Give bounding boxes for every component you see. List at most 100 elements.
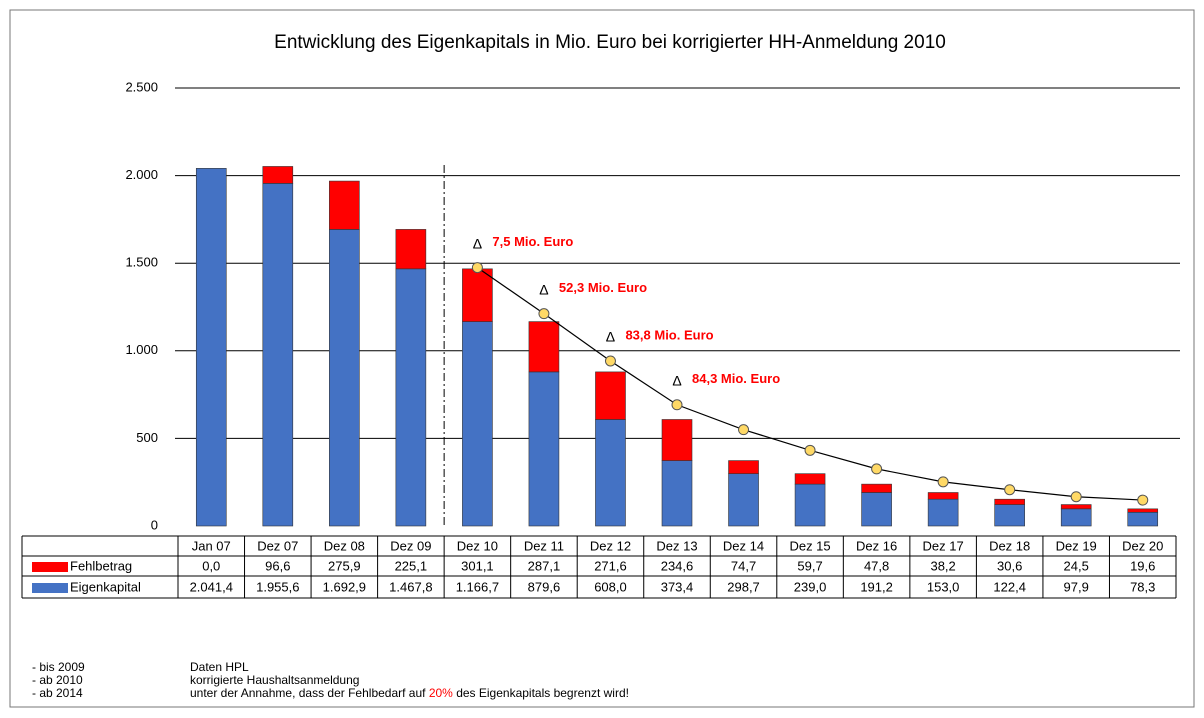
data-label: 74,7 <box>731 558 756 573</box>
footnote-part: korrigierte Haushaltsanmeldung <box>190 673 359 687</box>
bar-segment <box>1127 511 1159 527</box>
chart-title: Entwicklung des Eigenkapitals in Mio. Eu… <box>274 32 946 53</box>
bar-segment <box>994 504 1025 527</box>
bar-segment <box>861 483 892 493</box>
data-label: 0,0 <box>202 558 220 573</box>
data-label: 298,7 <box>727 579 760 594</box>
legend-swatch <box>32 583 68 593</box>
line-point <box>1137 494 1149 506</box>
line-point <box>1070 491 1082 503</box>
bar-segment <box>329 180 360 230</box>
data-label: 225,1 <box>395 558 428 573</box>
x-tick-label: Dez 12 <box>590 538 631 553</box>
data-label: 608,0 <box>594 579 627 594</box>
bar-segment <box>1127 508 1159 513</box>
footnote-text: korrigierte Haushaltsanmeldung <box>190 673 359 687</box>
line-point <box>804 444 816 456</box>
data-label: 234,6 <box>661 558 694 573</box>
legend-swatch <box>32 562 68 572</box>
x-tick-label: Dez 13 <box>656 538 697 553</box>
annotation-symbol: Δ <box>473 235 482 251</box>
x-tick-label: Dez 20 <box>1122 538 1163 553</box>
x-tick-label: Dez 16 <box>856 538 897 553</box>
footnote-label: - bis 2009 <box>32 660 85 674</box>
x-tick-label: Dez 08 <box>324 538 365 553</box>
annotation-text: 84,3 Mio. Euro <box>692 371 780 386</box>
bar-segment <box>927 492 959 500</box>
data-label: 1.692,9 <box>323 579 366 594</box>
legend-label: Fehlbetrag <box>70 558 132 573</box>
x-tick-label: Dez 15 <box>789 538 830 553</box>
footnote-part: des Eigenkapitals begrenzt wird! <box>453 686 629 700</box>
y-tick-label: 2.500 <box>125 79 158 94</box>
frame <box>9 9 1195 708</box>
data-label: 1.955,6 <box>256 579 299 594</box>
footnote-label: - ab 2010 <box>32 673 83 687</box>
footnote-part: Daten HPL <box>190 660 249 674</box>
data-label: 30,6 <box>997 558 1022 573</box>
data-label: 59,7 <box>797 558 822 573</box>
data-label: 78,3 <box>1130 579 1155 594</box>
bar-segment <box>1060 508 1092 527</box>
data-label: 239,0 <box>794 579 827 594</box>
line-point <box>671 399 683 411</box>
annotation-text: 83,8 Mio. Euro <box>625 327 713 342</box>
y-tick-label: 2.000 <box>125 167 158 182</box>
data-label: 271,6 <box>594 558 627 573</box>
footnote-part: unter der Annahme, dass der Fehlbedarf a… <box>190 686 429 700</box>
line-point <box>871 463 883 475</box>
data-label: 879,6 <box>528 579 561 594</box>
line-point <box>738 424 750 436</box>
bar-segment <box>728 460 759 474</box>
annotation-symbol: Δ <box>606 329 615 345</box>
annotation-text: 52,3 Mio. Euro <box>559 280 647 295</box>
bar-segment <box>329 229 360 527</box>
x-tick-label: Jan 07 <box>192 538 231 553</box>
bar-segment <box>728 473 759 527</box>
bar-segment <box>462 321 493 527</box>
data-label: 191,2 <box>860 579 893 594</box>
line-point <box>604 355 616 367</box>
annotation-text: 7,5 Mio. Euro <box>492 234 573 249</box>
bar-segment <box>927 498 959 527</box>
x-tick-label: Dez 10 <box>457 538 498 553</box>
line-point <box>937 476 949 488</box>
y-tick-label: 1.000 <box>125 342 158 357</box>
bar-segment <box>661 419 693 461</box>
bar-segment <box>262 166 294 184</box>
bar-segment <box>195 168 227 527</box>
bar-segment <box>262 183 294 527</box>
y-tick-label: 500 <box>136 430 158 445</box>
x-tick-label: Dez 17 <box>923 538 964 553</box>
data-label: 1.467,8 <box>389 579 432 594</box>
x-tick-label: Dez 11 <box>524 538 564 553</box>
bar-segment <box>462 268 493 322</box>
footnote-text: Daten HPL <box>190 660 249 674</box>
line-point <box>538 308 550 320</box>
data-label: 2.041,4 <box>190 579 233 594</box>
bar-segment <box>595 371 626 420</box>
data-label: 1.166,7 <box>456 579 499 594</box>
data-label: 24,5 <box>1064 558 1089 573</box>
x-tick-label: Dez 07 <box>257 538 298 553</box>
y-tick-label: 1.500 <box>125 255 158 270</box>
footnote-text: unter der Annahme, dass der Fehlbedarf a… <box>190 686 629 700</box>
annotation-symbol: Δ <box>672 372 681 388</box>
annotation-symbol: Δ <box>539 281 548 297</box>
bar-segment <box>528 371 560 527</box>
x-tick-label: Dez 19 <box>1056 538 1097 553</box>
data-label: 275,9 <box>328 558 361 573</box>
bar-segment <box>528 321 560 373</box>
bar-segment <box>395 268 427 527</box>
data-label: 38,2 <box>930 558 955 573</box>
data-label: 97,9 <box>1064 579 1089 594</box>
y-tick-label: 0 <box>151 517 158 532</box>
x-tick-label: Dez 14 <box>723 538 764 553</box>
x-tick-label: Dez 18 <box>989 538 1030 553</box>
bar-segment <box>661 460 693 527</box>
bar-segment <box>861 492 892 527</box>
data-label: 19,6 <box>1130 558 1155 573</box>
data-label: 153,0 <box>927 579 960 594</box>
bar-segment <box>395 229 427 270</box>
